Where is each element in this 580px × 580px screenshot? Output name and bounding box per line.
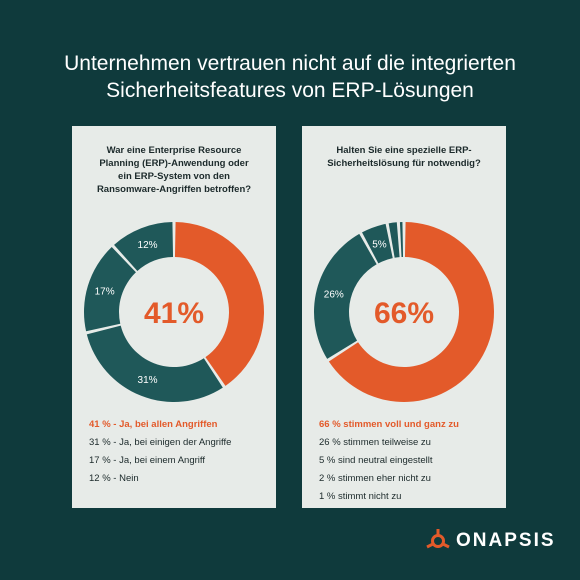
- donut-chart-ransomware: 31% 17% 12% 41%: [84, 222, 264, 402]
- chart-question: Halten Sie eine spezielle ERP- Sicherhei…: [316, 144, 492, 170]
- slice-label: 17%: [95, 286, 115, 297]
- donut-slice: [399, 222, 404, 258]
- onapsis-logo-icon: [426, 529, 450, 549]
- legend-item: 26 % stimmen teilweise zu: [319, 437, 431, 448]
- chart-legend: 41 % - Ja, bei allen Angriffen 31 % - Ja…: [89, 416, 273, 488]
- donut-slice: [114, 222, 174, 271]
- donut-slice: [314, 233, 377, 359]
- center-percentage: 41%: [144, 297, 204, 330]
- center-percentage: 66%: [374, 297, 434, 330]
- donut-slice: [86, 325, 223, 402]
- legend-item: 12 % - Nein: [89, 473, 139, 484]
- legend-item: 66 % stimmen voll und ganz zu: [319, 419, 459, 430]
- question-line: ein ERP-System von den: [118, 171, 230, 182]
- question-line: Planning (ERP)-Anwendung oder: [99, 158, 249, 169]
- donut-slice: [328, 222, 494, 402]
- slice-label: 5%: [372, 239, 387, 250]
- title-line-2: Sicherheitsfeatures von ERP-Lösungen: [106, 79, 474, 102]
- question-line: War eine Enterprise Resource: [106, 145, 242, 156]
- donut-slice: [174, 222, 264, 386]
- slice-label: 31%: [138, 375, 158, 386]
- donut-slice: [362, 223, 393, 264]
- chart-card-security-solution: Halten Sie eine spezielle ERP- Sicherhei…: [302, 126, 506, 508]
- donut-slice: [388, 222, 400, 258]
- legend-item: 1 % stimmt nicht zu: [319, 491, 402, 502]
- slice-label: 26%: [324, 289, 344, 300]
- question-line: Halten Sie eine spezielle ERP-: [336, 145, 472, 156]
- legend-item: 41 % - Ja, bei allen Angriffen: [89, 419, 218, 430]
- page-title: Unternehmen vertrauen nicht auf die inte…: [30, 50, 550, 104]
- chart-card-ransomware: War eine Enterprise Resource Planning (E…: [72, 126, 276, 508]
- legend-item: 2 % stimmen eher nicht zu: [319, 473, 431, 484]
- donut-chart-security-solution: 26% 5% 66%: [314, 222, 494, 402]
- legend-item: 17 % - Ja, bei einem Angriff: [89, 455, 205, 466]
- brand-name: ONAPSIS: [456, 530, 556, 551]
- legend-item: 31 % - Ja, bei einigen der Angriffe: [89, 437, 232, 448]
- question-line: Sicherheitslösung für notwendig?: [327, 158, 481, 169]
- chart-legend: 66 % stimmen voll und ganz zu 26 % stimm…: [319, 416, 503, 506]
- title-line-1: Unternehmen vertrauen nicht auf die inte…: [64, 52, 516, 75]
- slice-label: 12%: [138, 240, 158, 251]
- legend-item: 5 % sind neutral eingestellt: [319, 455, 433, 466]
- question-line: Ransomware-Angriffen betroffen?: [96, 184, 252, 195]
- chart-question: War eine Enterprise Resource Planning (E…: [86, 144, 262, 196]
- brand-logo: ONAPSIS: [424, 527, 554, 553]
- donut-slice: [84, 247, 136, 332]
